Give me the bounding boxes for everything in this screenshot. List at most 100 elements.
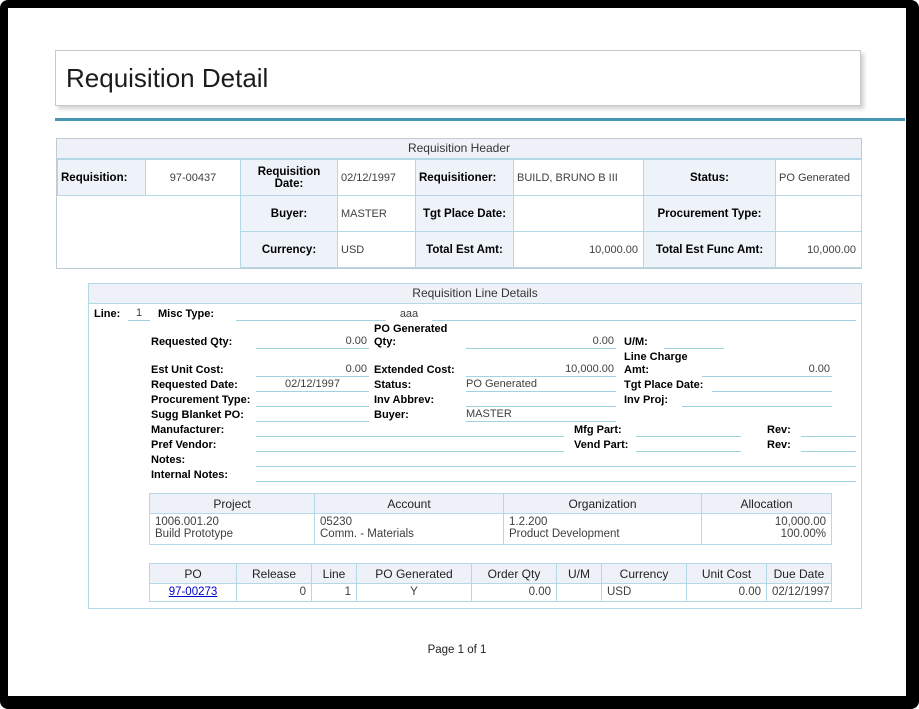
mfg-rev-value	[801, 423, 856, 437]
po-generated-qty-value: 0.00	[466, 335, 616, 349]
line-header: Line	[311, 563, 357, 584]
po-generated-qty-label: PO Generated Qty:	[374, 323, 448, 348]
organization-name: Product Development	[509, 528, 620, 540]
requisition-header-table: Requisition: 97-00437 Requisition Date: …	[57, 159, 862, 268]
form-row-cost: Est Unit Cost: 0.00 Extended Cost: 10,00…	[94, 351, 856, 377]
sugg-blanket-po-value	[256, 408, 369, 422]
project-id: 1006.001.20	[155, 516, 219, 528]
vend-part-value	[636, 438, 741, 452]
mfg-rev-label: Rev:	[767, 424, 791, 436]
misc-type-field-2	[432, 307, 856, 321]
project-name: Build Prototype	[155, 528, 233, 540]
um-cell	[556, 583, 602, 602]
po-number-link[interactable]: 97-00273	[168, 586, 218, 598]
buyer-label: Buyer:	[240, 195, 338, 232]
po-generated-cell: Y	[356, 583, 472, 602]
requisition-date-value: 02/12/1997	[337, 159, 416, 196]
status-label: Status:	[643, 159, 776, 196]
page-title: Requisition Detail	[66, 63, 269, 93]
requisition-line-details-section: Requisition Line Details Line: 1 Misc Ty…	[88, 283, 862, 609]
due-date-cell: 02/12/1997	[766, 583, 832, 602]
po-generated-header: PO Generated	[356, 563, 472, 584]
project-header: Project	[149, 493, 315, 514]
line-value: 1	[128, 307, 150, 321]
organization-id: 1.2.200	[509, 516, 548, 528]
line-procurement-type-label: Procurement Type:	[151, 394, 251, 406]
requisitioner-value: BUILD, BRUNO B III	[513, 159, 644, 196]
requested-date-label: Requested Date:	[151, 379, 238, 391]
po-header-row: PO Release Line PO Generated Order Qty U…	[149, 563, 832, 584]
requisition-date-label: Requisition Date:	[240, 159, 338, 196]
buyer-value: MASTER	[337, 195, 416, 232]
form-row-manufacturer: Manufacturer: Mfg Part: Rev:	[94, 423, 856, 437]
allocation-header-row: Project Account Organization Allocation	[149, 493, 832, 514]
release-header: Release	[236, 563, 312, 584]
notes-label: Notes:	[151, 454, 186, 466]
form-row-notes: Notes:	[94, 453, 856, 467]
allocation-table: Project Account Organization Allocation …	[149, 493, 832, 545]
um-label: U/M:	[624, 336, 648, 348]
due-date-header: Due Date	[766, 563, 832, 584]
inv-abbrev-label: Inv Abbrev:	[374, 394, 435, 406]
line-label: Line:	[94, 308, 121, 320]
line-buyer-value: MASTER	[466, 408, 616, 422]
pref-vendor-value	[256, 438, 564, 452]
requested-qty-label: Requested Qty:	[151, 336, 233, 348]
form-row-internal-notes: Internal Notes:	[94, 468, 856, 482]
pref-vendor-label: Pref Vendor:	[151, 439, 217, 451]
empty-cell	[57, 195, 241, 232]
allocation-cell: 10,000.00 100.00%	[701, 513, 832, 545]
unit-cost-header: Unit Cost	[686, 563, 767, 584]
project-cell: 1006.001.20 Build Prototype	[149, 513, 315, 545]
requisition-header-title: Requisition Header	[57, 139, 861, 159]
internal-notes-value	[256, 468, 856, 482]
line-tgt-place-date-value	[712, 378, 832, 392]
po-header: PO	[149, 563, 237, 584]
tgt-place-date-value	[513, 195, 644, 232]
unit-cost-cell: 0.00	[686, 583, 767, 602]
um-value	[664, 335, 724, 349]
misc-type-field	[236, 307, 386, 321]
sugg-blanket-po-label: Sugg Blanket PO:	[151, 409, 244, 421]
misc-type-label: Misc Type:	[158, 308, 215, 320]
header-row-2: Buyer: MASTER Tgt Place Date: Procuremen…	[57, 195, 862, 232]
currency-cell: USD	[601, 583, 687, 602]
allocation-header: Allocation	[701, 493, 832, 514]
total-est-amt-label: Total Est Amt:	[415, 231, 514, 268]
vend-part-label: Vend Part:	[574, 439, 629, 451]
line-details-title: Requisition Line Details	[89, 284, 861, 304]
account-header: Account	[314, 493, 504, 514]
mfg-part-value	[636, 423, 741, 437]
misc-type-extra: aaa	[399, 308, 419, 320]
form-row-vendor: Pref Vendor: Vend Part: Rev:	[94, 438, 856, 452]
line-cell: 1	[311, 583, 357, 602]
vend-rev-label: Rev:	[767, 439, 791, 451]
inv-proj-value	[682, 393, 832, 407]
tgt-place-date-label: Tgt Place Date:	[415, 195, 514, 232]
line-status-label: Status:	[374, 379, 412, 391]
mfg-part-label: Mfg Part:	[574, 424, 622, 436]
um-header: U/M	[556, 563, 602, 584]
po-table: PO Release Line PO Generated Order Qty U…	[149, 563, 832, 602]
manufacturer-label: Manufacturer:	[151, 424, 225, 436]
total-est-func-amt-label: Total Est Func Amt:	[643, 231, 776, 268]
line-procurement-type-value	[256, 393, 369, 407]
header-row-1: Requisition: 97-00437 Requisition Date: …	[57, 159, 862, 196]
line-tgt-place-date-label: Tgt Place Date:	[624, 379, 704, 391]
organization-header: Organization	[503, 493, 702, 514]
requested-qty-value: 0.00	[256, 335, 369, 349]
status-value: PO Generated	[775, 159, 862, 196]
procurement-type-value	[775, 195, 862, 232]
form-row-dates: Requested Date: 02/12/1997 Status: PO Ge…	[94, 378, 856, 392]
line-charge-amt-value: 0.00	[702, 363, 832, 377]
requested-date-value: 02/12/1997	[256, 378, 369, 392]
extended-cost-label: Extended Cost:	[374, 364, 455, 376]
line-buyer-label: Buyer:	[374, 409, 409, 421]
title-divider	[55, 118, 905, 121]
order-qty-header: Order Qty	[471, 563, 557, 584]
est-unit-cost-label: Est Unit Cost:	[151, 364, 224, 376]
est-unit-cost-value: 0.00	[256, 363, 369, 377]
po-data-row: 97-00273 0 1 Y 0.00 USD 0.00 02/12/1997	[149, 583, 832, 602]
line-status-value: PO Generated	[466, 378, 616, 392]
form-row-blanket: Sugg Blanket PO: Buyer: MASTER	[94, 408, 856, 422]
